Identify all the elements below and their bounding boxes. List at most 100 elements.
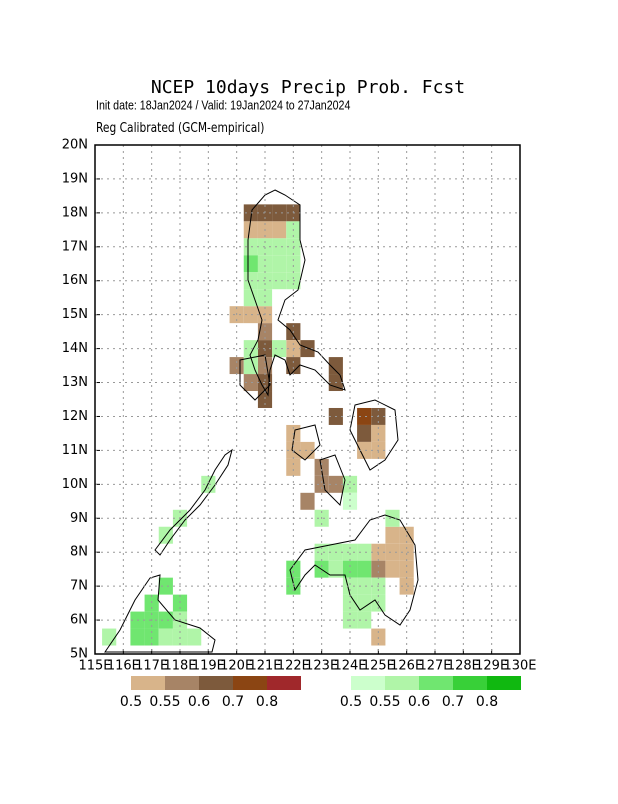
wet-cell [130,628,145,646]
dry-cell [243,221,258,239]
wet-cell [357,594,372,612]
wet-cell [243,357,258,375]
wet-colorbar-label: 0.7 [442,694,464,710]
y-tick-label: 20N [62,138,88,153]
dry-cell [385,543,400,561]
x-tick-label: 118E [163,659,196,674]
x-tick-label: 121E [248,659,281,674]
y-tick-label: 13N [62,375,88,390]
wet-cell [272,340,287,358]
x-tick-label: 129E [475,659,508,674]
x-tick-label: 116E [107,659,140,674]
dry-cell [357,424,372,442]
x-tick-label: 124E [333,659,366,674]
dry-cell [286,458,301,476]
wet-colorbar-label: 0.5 [340,694,362,710]
wet-cell [257,289,273,307]
y-tick-label: 15N [62,307,88,322]
wet-colorbar-label: 0.6 [408,694,430,710]
wet-cell [172,594,188,612]
dry-colorbar-label: 0.6 [188,694,210,710]
dry-colorbar-box [199,676,233,690]
coastlines [104,189,419,653]
x-tick-label: 115E [78,659,111,674]
wet-cell [144,594,159,612]
wet-cell [102,628,117,646]
wet-colorbar-label: 0.8 [476,694,498,710]
y-tick-label: 7N [70,579,88,594]
wet-colorbar-label: 0.55 [369,694,400,710]
y-tick-label: 16N [62,273,88,288]
wet-cell [286,255,301,273]
x-tick-label: 130E [503,659,536,674]
x-tick-label: 127E [418,659,451,674]
y-tick-label: 17N [62,239,88,254]
wet-cell [357,560,372,578]
colorbars: 0.5 0.55 0.6 0.7 0.8 0.5 0.55 0.6 0.7 0.8 [120,676,521,710]
dry-cell [371,560,386,578]
dry-colorbar-label: 0.5 [120,694,142,710]
wet-cell [243,238,258,256]
x-tick-label: 123E [305,659,338,674]
x-tick-label: 119E [192,659,225,674]
wet-cell [342,475,358,493]
dry-colorbar-label: 0.7 [222,694,244,710]
wet-cell [158,628,173,646]
wet-cell [272,272,287,290]
x-tick-label: 120E [220,659,253,674]
coastline [154,448,233,556]
note: Reg Calibrated (GCM-empirical) [96,120,264,135]
wet-cell [314,543,329,561]
wet-cell [342,594,358,612]
dry-colorbar-label: 0.55 [149,694,180,710]
y-tick-label: 9N [70,511,88,526]
x-tick-label: 125E [362,659,395,674]
dry-cell [257,357,273,375]
y-tick-label: 12N [62,409,88,424]
dry-cell [300,340,315,358]
y-tick-label: 11N [62,443,88,458]
x-tick-label: 126E [390,659,423,674]
dry-colorbar-box [165,676,199,690]
dry-cell [257,391,273,408]
coastline [291,424,346,507]
y-tick-label: 19N [62,171,88,186]
x-tick-label: 122E [277,659,310,674]
title: NCEP 10days Precip Prob. Fcst [151,77,465,98]
coastline [239,354,271,401]
dry-cell [243,374,258,392]
dry-cell [243,204,258,222]
wet-cell [187,628,202,646]
y-tick-label: 6N [70,613,88,628]
y-tick-label: 5N [70,647,88,662]
dry-cell [328,357,343,375]
y-tick-label: 8N [70,545,88,560]
wet-cell [385,509,400,527]
dry-cell [357,441,372,459]
y-tick-label: 18N [62,205,88,220]
x-tick-label: 117E [135,659,168,674]
wet-cell [243,255,258,273]
dry-cell [399,543,414,561]
dry-colorbar-box [267,676,301,690]
y-tick-label: 10N [62,477,88,492]
wet-cell [257,255,273,273]
dry-cell [357,407,372,425]
wet-cell [357,577,372,595]
wet-colorbar-box [419,676,453,690]
wet-cell [357,611,372,629]
dry-cell [385,526,400,544]
dry-cell [286,357,301,375]
wet-cell [371,594,386,612]
dry-cell [243,306,258,324]
dry-colorbar-box [131,676,165,690]
x-tick-label: 128E [447,659,480,674]
wet-colorbar-box [351,676,385,690]
axes: 115E116E117E118E119E120E121E122E123E124E… [62,138,537,674]
dry-cell [385,560,400,578]
dry-cell [300,492,315,510]
wet-cell [243,272,258,290]
coastline [104,574,216,653]
